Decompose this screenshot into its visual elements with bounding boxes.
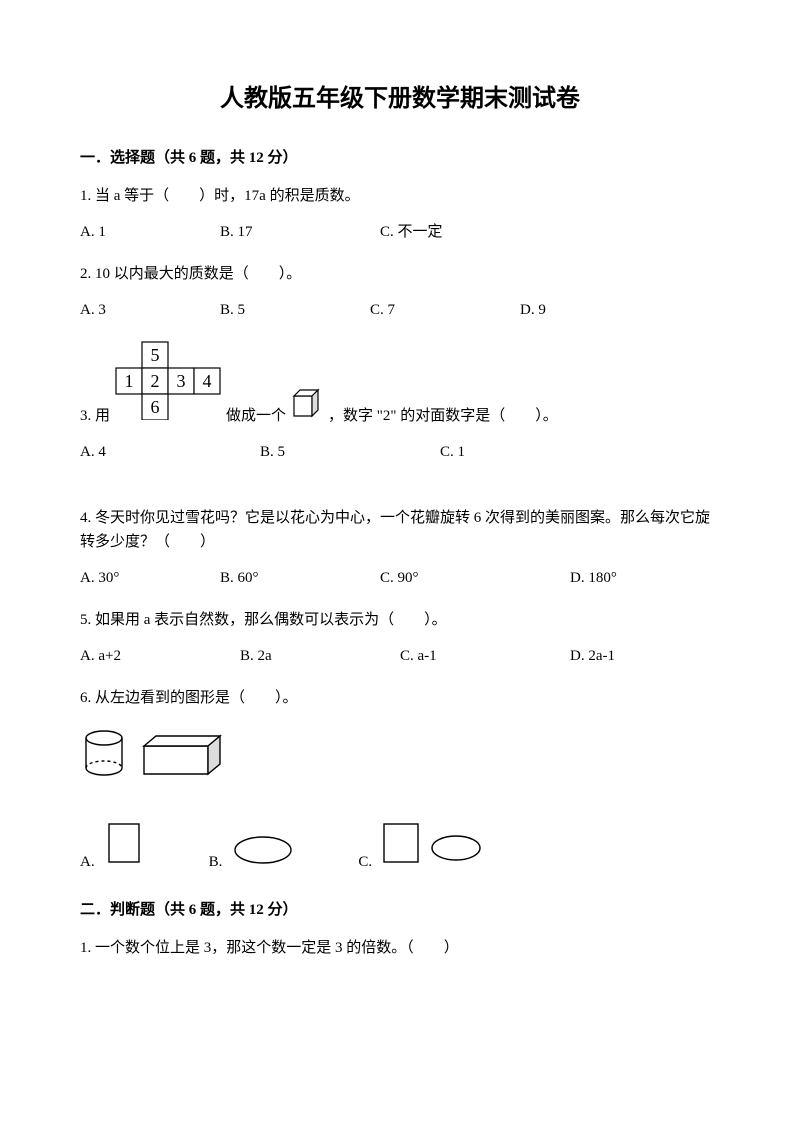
question-6-text: 6. 从左边看到的图形是（ ）。 [80, 686, 720, 710]
q2-option-b: B. 5 [220, 298, 370, 322]
question-1: 1. 当 a 等于（ ）时，17a 的积是质数。 A. 1 B. 17 C. 不… [80, 184, 720, 244]
q4-option-a: A. 30° [80, 566, 220, 590]
cube-icon [290, 386, 324, 428]
svg-text:2: 2 [151, 371, 160, 391]
q6-option-b-shape-icon [228, 818, 298, 874]
svg-text:5: 5 [151, 345, 160, 365]
page-title: 人教版五年级下册数学期末测试卷 [80, 80, 720, 118]
q4-option-c: C. 90° [380, 566, 570, 590]
question-1-text: 1. 当 a 等于（ ）时，17a 的积是质数。 [80, 184, 720, 208]
question-2-text: 2. 10 以内最大的质数是（ ）。 [80, 262, 720, 286]
cube-net-icon: 5 1 2 3 4 6 [114, 340, 222, 428]
q3-text-post: ，数字 "2" 的对面数字是（ ）。 [328, 404, 558, 428]
q4-option-d: D. 180° [570, 566, 617, 590]
question-5: 5. 如果用 a 表示自然数，那么偶数可以表示为（ ）。 A. a+2 B. 2… [80, 608, 720, 668]
section-2-header: 二．判断题（共 6 题，共 12 分） [80, 898, 720, 922]
s2-question-1-text: 1. 一个数个位上是 3，那这个数一定是 3 的倍数。（ ） [80, 936, 720, 960]
q2-option-a: A. 3 [80, 298, 220, 322]
section-1-header: 一．选择题（共 6 题，共 12 分） [80, 146, 720, 170]
question-6-options: A. B. C. [80, 818, 720, 874]
q6-solids-icon [80, 726, 720, 790]
q5-option-d: D. 2a-1 [570, 644, 615, 668]
q6-option-c-shape-icon [378, 818, 488, 874]
q1-option-b: B. 17 [220, 220, 380, 244]
question-3-options: A. 4 B. 5 C. 1 [80, 440, 720, 464]
q3-option-a: A. 4 [80, 440, 260, 464]
svg-text:3: 3 [177, 371, 186, 391]
q1-option-a: A. 1 [80, 220, 220, 244]
question-5-text: 5. 如果用 a 表示自然数，那么偶数可以表示为（ ）。 [80, 608, 720, 632]
question-2-options: A. 3 B. 5 C. 7 D. 9 [80, 298, 720, 322]
q3-option-c: C. 1 [440, 440, 465, 464]
q3-text-pre: 3. 用 [80, 404, 110, 428]
q6-option-b-label: B. [209, 850, 223, 874]
q5-option-a: A. a+2 [80, 644, 240, 668]
question-4-text: 4. 冬天时你见过雪花吗？它是以花心为中心，一个花瓣旋转 6 次得到的美丽图案。… [80, 506, 720, 554]
q3-option-b: B. 5 [260, 440, 440, 464]
question-2: 2. 10 以内最大的质数是（ ）。 A. 3 B. 5 C. 7 D. 9 [80, 262, 720, 322]
svg-text:4: 4 [203, 371, 212, 391]
q2-option-d: D. 9 [520, 298, 546, 322]
svg-text:6: 6 [151, 397, 160, 417]
q6-option-c-label: C. [358, 850, 372, 874]
question-4-options: A. 30° B. 60° C. 90° D. 180° [80, 566, 720, 590]
q6-option-a-label: A. [80, 850, 95, 874]
question-3: 3. 用 5 1 2 3 4 6 做成一个 [80, 340, 720, 464]
q5-option-c: C. a-1 [400, 644, 570, 668]
q4-option-b: B. 60° [220, 566, 380, 590]
q1-option-c: C. 不一定 [380, 220, 443, 244]
svg-text:1: 1 [125, 371, 134, 391]
question-5-options: A. a+2 B. 2a C. a-1 D. 2a-1 [80, 644, 720, 668]
q3-text-mid: 做成一个 [226, 404, 286, 428]
q2-option-c: C. 7 [370, 298, 520, 322]
question-6: 6. 从左边看到的图形是（ ）。 A. B. [80, 686, 720, 874]
q6-option-a-shape-icon [101, 818, 149, 874]
question-1-options: A. 1 B. 17 C. 不一定 [80, 220, 720, 244]
question-4: 4. 冬天时你见过雪花吗？它是以花心为中心，一个花瓣旋转 6 次得到的美丽图案。… [80, 506, 720, 590]
s2-question-1: 1. 一个数个位上是 3，那这个数一定是 3 的倍数。（ ） [80, 936, 720, 960]
q5-option-b: B. 2a [240, 644, 400, 668]
